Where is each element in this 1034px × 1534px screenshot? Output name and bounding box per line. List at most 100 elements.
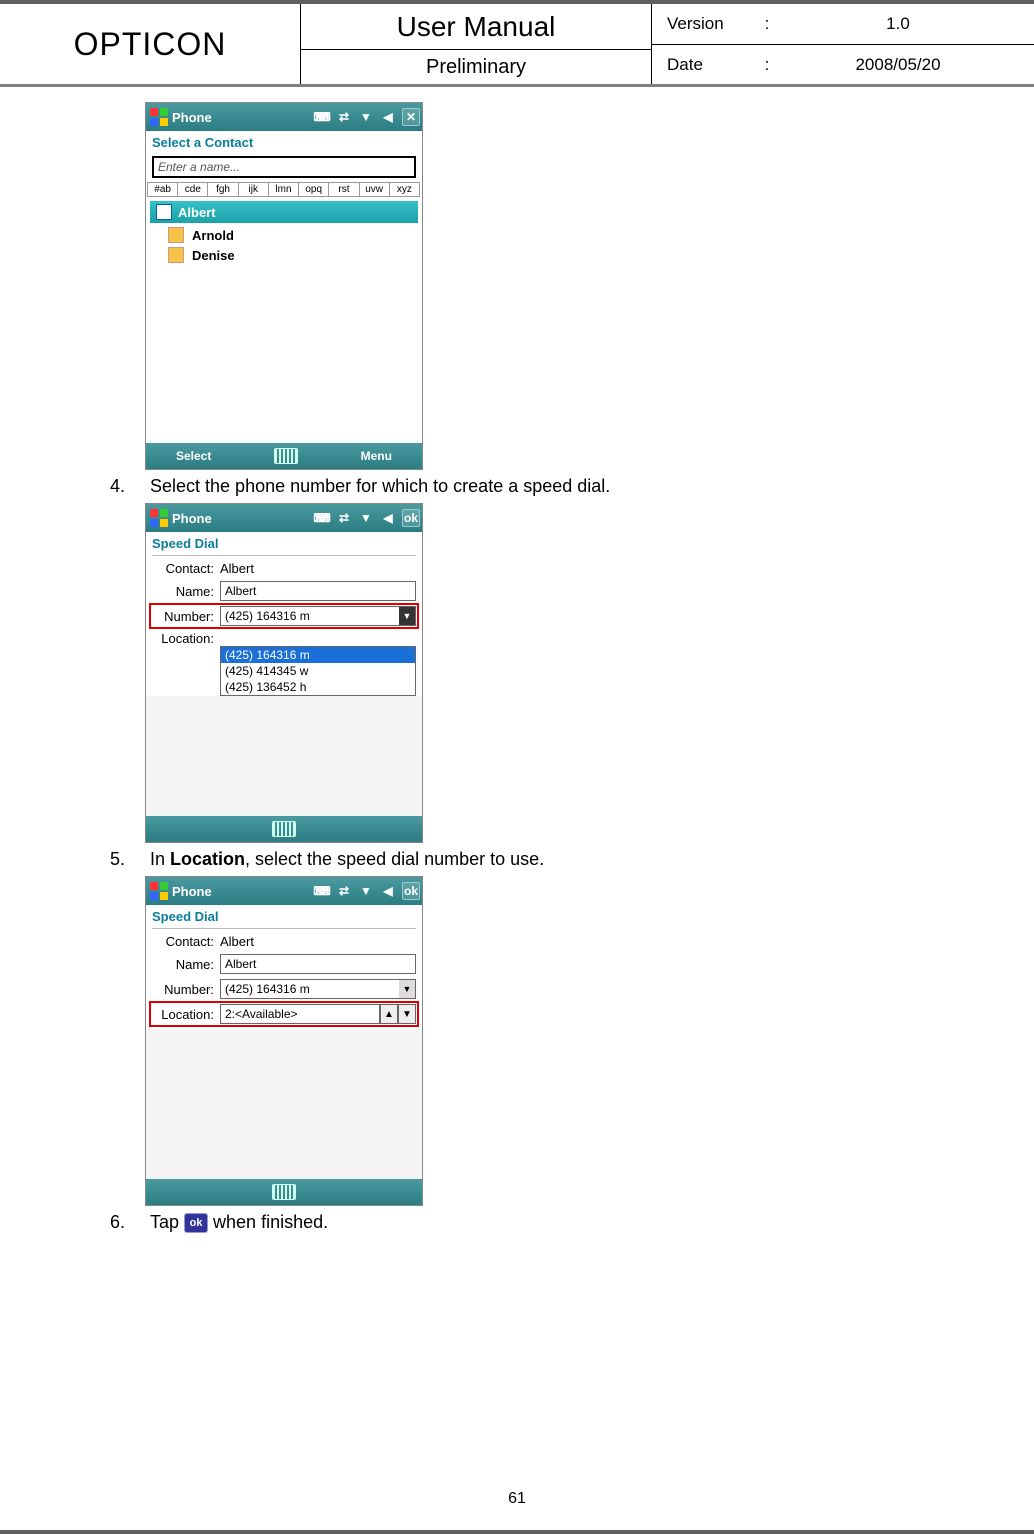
step5-text-after: , select the speed dial number to use.: [245, 849, 544, 869]
page-content: Phone ⌨ ⇄ ▼ ◀ ✕ Select a Contact Enter a…: [0, 87, 1034, 1233]
step-number: 6.: [85, 1212, 150, 1233]
document-header: OPTICON User Manual Preliminary Version …: [0, 4, 1034, 87]
alpha-tab[interactable]: uvw: [359, 182, 390, 197]
dropdown-arrow-icon[interactable]: ▼: [399, 607, 415, 625]
alpha-tab[interactable]: cde: [177, 182, 208, 197]
step-6: 6. Tap ok when finished.: [85, 1212, 1034, 1233]
separator: :: [757, 55, 777, 75]
alpha-tab[interactable]: rst: [328, 182, 359, 197]
contact-icon: [168, 247, 184, 263]
location-row: Location:: [152, 631, 416, 646]
contact-name: Arnold: [192, 228, 234, 243]
contact-icon: [168, 227, 184, 243]
step-4: 4. Select the phone number for which to …: [85, 476, 1034, 497]
ok-button[interactable]: ok: [402, 882, 420, 900]
search-input[interactable]: Enter a name...: [152, 156, 416, 178]
ime-icon[interactable]: ⌨: [314, 510, 330, 526]
alpha-tab[interactable]: xyz: [389, 182, 420, 197]
name-label: Name:: [152, 584, 220, 599]
close-icon[interactable]: ✕: [402, 108, 420, 126]
dropdown-option-selected[interactable]: (425) 164316 m: [221, 647, 415, 663]
phone-speed-dial-window: Phone ⌨ ⇄ ▼ ◀ ok Speed Dial Contact: Alb…: [145, 503, 423, 843]
location-spinner[interactable]: 2:<Available> ▲ ▼: [220, 1004, 416, 1024]
phone-speed-dial-location-window: Phone ⌨ ⇄ ▼ ◀ ok Speed Dial Contact: Alb…: [145, 876, 423, 1206]
step-text: In Location, select the speed dial numbe…: [150, 849, 1034, 870]
divider: [152, 928, 416, 929]
number-value: (425) 164316 m: [225, 982, 310, 996]
phone-select-contact-window: Phone ⌨ ⇄ ▼ ◀ ✕ Select a Contact Enter a…: [145, 102, 423, 470]
title-cell: User Manual Preliminary: [301, 4, 652, 84]
date-row: Date : 2008/05/20: [652, 45, 1034, 85]
contact-row[interactable]: Denise: [168, 247, 412, 263]
bottom-bar: [146, 1179, 422, 1205]
location-value[interactable]: 2:<Available>: [220, 1004, 380, 1024]
start-icon[interactable]: [150, 108, 168, 126]
version-value: 1.0: [777, 14, 1034, 34]
location-row-highlighted: Location: 2:<Available> ▲ ▼: [152, 1004, 416, 1024]
version-row: Version : 1.0: [652, 4, 1034, 45]
volume-icon[interactable]: ◀: [380, 109, 396, 125]
subheader: Select a Contact: [146, 131, 422, 154]
empty-area: [146, 1029, 422, 1179]
start-icon[interactable]: [150, 509, 168, 527]
titlebar: Phone ⌨ ⇄ ▼ ◀ ok: [146, 504, 422, 532]
number-label: Number:: [152, 609, 220, 624]
number-dropdown-list: (425) 164316 m (425) 414345 w (425) 1364…: [220, 646, 416, 696]
volume-icon[interactable]: ◀: [380, 510, 396, 526]
signal-icon[interactable]: ▼: [358, 109, 374, 125]
step-number: 5.: [85, 849, 150, 870]
keyboard-icon[interactable]: [272, 821, 296, 837]
name-input[interactable]: Albert: [220, 954, 416, 974]
version-label: Version: [652, 14, 757, 34]
softkey-right[interactable]: Menu: [361, 449, 392, 463]
contact-row[interactable]: Arnold: [168, 227, 412, 243]
step5-text-before: In: [150, 849, 170, 869]
selected-contact-row[interactable]: Albert: [150, 201, 418, 223]
connectivity-icon[interactable]: ⇄: [336, 883, 352, 899]
location-label: Location:: [152, 1007, 220, 1022]
alpha-tab[interactable]: lmn: [268, 182, 299, 197]
meta-cell: Version : 1.0 Date : 2008/05/20: [652, 4, 1034, 84]
signal-icon[interactable]: ▼: [358, 883, 374, 899]
spin-up-icon[interactable]: ▲: [380, 1004, 398, 1024]
keyboard-icon[interactable]: [272, 1184, 296, 1200]
number-row: Number: (425) 164316 m ▼: [152, 979, 416, 999]
alpha-tab[interactable]: opq: [298, 182, 329, 197]
volume-icon[interactable]: ◀: [380, 883, 396, 899]
keyboard-icon[interactable]: [274, 448, 298, 464]
name-input[interactable]: Albert: [220, 581, 416, 601]
page-number: 61: [0, 1490, 1034, 1508]
brand-cell: OPTICON: [0, 4, 301, 84]
connectivity-icon[interactable]: ⇄: [336, 510, 352, 526]
alpha-tab[interactable]: fgh: [207, 182, 238, 197]
ime-icon[interactable]: ⌨: [314, 883, 330, 899]
name-label: Name:: [152, 957, 220, 972]
number-dropdown[interactable]: (425) 164316 m ▼: [220, 979, 416, 999]
start-icon[interactable]: [150, 882, 168, 900]
dropdown-option[interactable]: (425) 414345 w: [221, 663, 415, 679]
spin-down-icon[interactable]: ▼: [398, 1004, 416, 1024]
connectivity-icon[interactable]: ⇄: [336, 109, 352, 125]
subheader: Speed Dial: [146, 905, 422, 928]
spinner-buttons: ▲ ▼: [380, 1004, 416, 1024]
contact-name: Denise: [192, 248, 235, 263]
divider: [152, 555, 416, 556]
dropdown-option[interactable]: (425) 136452 h: [221, 679, 415, 695]
softkey-left[interactable]: Select: [176, 449, 211, 463]
signal-icon[interactable]: ▼: [358, 510, 374, 526]
separator: :: [757, 14, 777, 34]
ime-icon[interactable]: ⌨: [314, 109, 330, 125]
dropdown-arrow-icon[interactable]: ▼: [399, 980, 415, 998]
contact-label: Contact:: [152, 934, 220, 949]
empty-area: [146, 696, 422, 816]
alpha-tab[interactable]: #ab: [147, 182, 178, 197]
page: OPTICON User Manual Preliminary Version …: [0, 0, 1034, 1534]
contact-row: Contact: Albert: [152, 561, 416, 576]
ok-button[interactable]: ok: [402, 509, 420, 527]
number-label: Number:: [152, 982, 220, 997]
number-dropdown[interactable]: (425) 164316 m ▼: [220, 606, 416, 626]
alpha-tab[interactable]: ijk: [238, 182, 269, 197]
number-row-highlighted: Number: (425) 164316 m ▼: [152, 606, 416, 626]
contact-label: Contact:: [152, 561, 220, 576]
location-label: Location:: [152, 631, 220, 646]
